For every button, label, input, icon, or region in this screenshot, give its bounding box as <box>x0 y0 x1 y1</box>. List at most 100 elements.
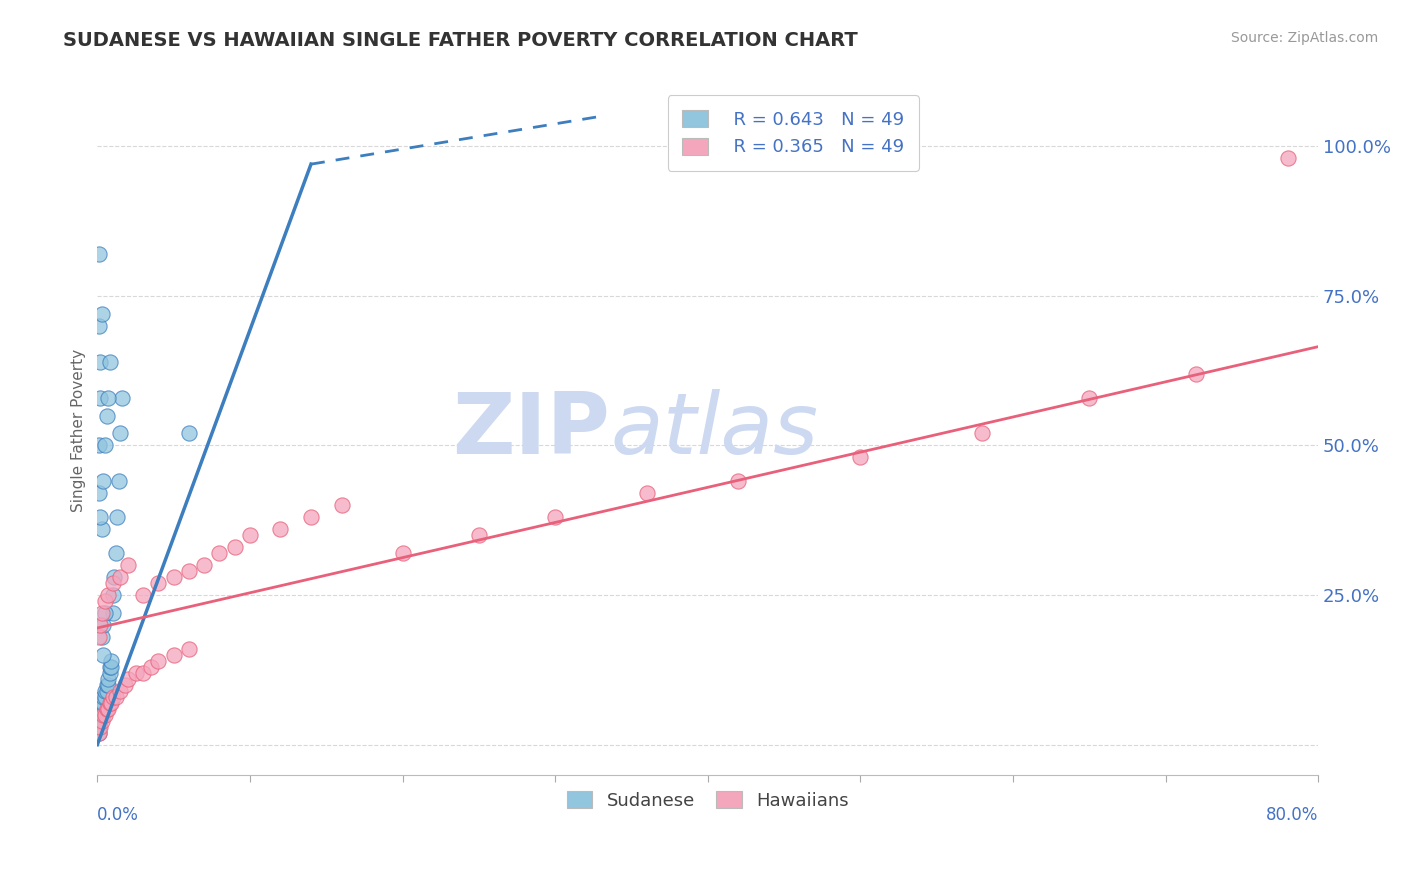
Point <box>87 707 110 722</box>
Point <box>94 707 117 722</box>
Point <box>110 426 132 441</box>
Point <box>89 714 111 728</box>
Point <box>96 683 118 698</box>
Point <box>110 570 132 584</box>
Point <box>636 486 658 500</box>
Point <box>89 707 111 722</box>
Point <box>89 720 111 734</box>
Point <box>90 714 112 728</box>
Point <box>90 307 112 321</box>
Point <box>177 564 200 578</box>
Point <box>87 630 110 644</box>
Point <box>87 725 110 739</box>
Point <box>177 641 200 656</box>
Point <box>87 486 110 500</box>
Point <box>90 522 112 536</box>
Point <box>111 391 134 405</box>
Point <box>105 510 128 524</box>
Point <box>1277 151 1299 165</box>
Text: SUDANESE VS HAWAIIAN SINGLE FATHER POVERTY CORRELATION CHART: SUDANESE VS HAWAIIAN SINGLE FATHER POVER… <box>63 31 858 50</box>
Point <box>224 540 246 554</box>
Point <box>90 606 112 620</box>
Point <box>93 707 115 722</box>
Point <box>87 247 110 261</box>
Point <box>97 672 120 686</box>
Point <box>100 654 122 668</box>
Point <box>849 450 872 465</box>
Point <box>94 606 117 620</box>
Point <box>177 426 200 441</box>
Point <box>97 702 120 716</box>
Point <box>117 558 139 573</box>
Point <box>163 570 186 584</box>
Point <box>96 702 118 716</box>
Point <box>101 576 124 591</box>
Point <box>1078 391 1101 405</box>
Point <box>89 391 111 405</box>
Point <box>94 594 117 608</box>
Point <box>94 438 117 452</box>
Point <box>98 665 121 680</box>
Point <box>330 498 353 512</box>
Point <box>90 707 112 722</box>
Point <box>132 665 155 680</box>
Point <box>544 510 567 524</box>
Point <box>97 391 120 405</box>
Point <box>101 606 124 620</box>
Point <box>239 528 262 542</box>
Point <box>93 648 115 662</box>
Point <box>87 714 110 728</box>
Point <box>90 702 112 716</box>
Point <box>104 690 127 704</box>
Point <box>93 696 115 710</box>
Point <box>98 354 121 368</box>
Point <box>269 522 291 536</box>
Point <box>87 725 110 739</box>
Point <box>93 618 115 632</box>
Point <box>100 660 122 674</box>
Legend: Sudanese, Hawaiians: Sudanese, Hawaiians <box>560 784 856 817</box>
Point <box>97 678 120 692</box>
Point <box>90 630 112 644</box>
Point <box>117 672 139 686</box>
Point <box>89 354 111 368</box>
Text: 80.0%: 80.0% <box>1265 805 1319 823</box>
Point <box>94 683 117 698</box>
Point <box>114 678 136 692</box>
Point <box>87 720 110 734</box>
Point <box>163 648 186 662</box>
Point <box>299 510 322 524</box>
Point <box>87 438 110 452</box>
Text: ZIP: ZIP <box>453 389 610 472</box>
Point <box>148 576 170 591</box>
Point <box>727 475 749 489</box>
Point <box>101 690 124 704</box>
Text: atlas: atlas <box>610 389 818 472</box>
Point <box>107 475 129 489</box>
Point <box>103 570 125 584</box>
Point <box>89 618 111 632</box>
Point <box>93 690 115 704</box>
Point <box>97 588 120 602</box>
Point <box>90 696 112 710</box>
Point <box>98 696 121 710</box>
Point <box>139 660 162 674</box>
Point <box>98 660 121 674</box>
Point <box>468 528 491 542</box>
Point <box>93 475 115 489</box>
Point <box>100 696 122 710</box>
Point <box>104 546 127 560</box>
Point <box>101 588 124 602</box>
Point <box>96 409 118 423</box>
Point <box>391 546 413 560</box>
Point <box>193 558 215 573</box>
Y-axis label: Single Father Poverty: Single Father Poverty <box>72 349 86 512</box>
Text: Source: ZipAtlas.com: Source: ZipAtlas.com <box>1230 31 1378 45</box>
Point <box>132 588 155 602</box>
Point <box>94 690 117 704</box>
Point <box>87 318 110 333</box>
Point <box>1185 367 1208 381</box>
Point <box>110 683 132 698</box>
Point <box>148 654 170 668</box>
Point <box>89 702 111 716</box>
